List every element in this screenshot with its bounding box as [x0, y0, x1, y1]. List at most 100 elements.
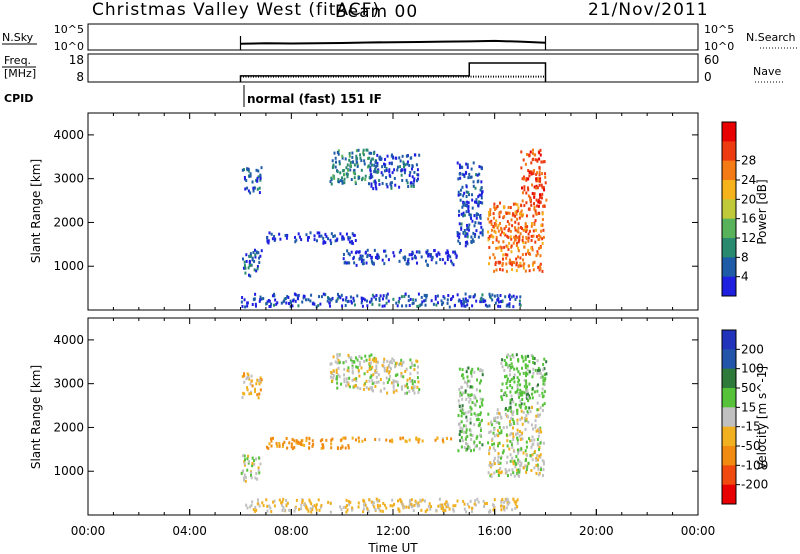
range-gate-cell	[543, 160, 546, 164]
range-gate-cell	[482, 300, 485, 304]
range-gate-cell	[532, 229, 535, 233]
range-gate-cell	[408, 438, 411, 442]
range-gate-cell	[512, 420, 515, 424]
range-gate-cell	[513, 373, 516, 377]
range-gate-cell	[504, 375, 507, 379]
time-tick-label: 00:00	[71, 524, 106, 538]
colorbar-tick-label: 4	[741, 270, 749, 284]
range-gate-cell	[366, 299, 369, 303]
range-gate-cell	[544, 175, 547, 179]
range-gate-cell	[334, 160, 337, 164]
range-gate-cell	[466, 200, 469, 204]
range-gate-cell	[383, 164, 386, 168]
range-gate-cell	[515, 257, 518, 261]
range-gate-cell	[521, 227, 524, 231]
colorbar-swatch	[722, 122, 736, 142]
range-gate-cell	[328, 301, 331, 305]
range-gate-cell	[361, 439, 364, 443]
range-gate-cell	[345, 296, 348, 300]
range-gate-cell	[529, 150, 532, 154]
range-gate-cell	[296, 294, 299, 298]
range-gate-cell	[253, 462, 256, 466]
colorbar-swatch	[722, 199, 736, 220]
range-gate-cell	[426, 508, 429, 512]
range-gate-cell	[501, 497, 504, 501]
range-gate-cell	[329, 375, 332, 379]
range-gate-cell	[276, 444, 279, 448]
range-gate-cell	[495, 268, 498, 272]
range-gate-cell	[497, 434, 500, 438]
scatter-region	[342, 436, 453, 444]
range-gate-cell	[516, 472, 519, 476]
range-gate-cell	[539, 148, 542, 152]
range-gate-cell	[480, 418, 483, 422]
range-gate-cell	[259, 462, 262, 466]
range-gate-cell	[390, 181, 393, 185]
range-gate-cell	[256, 187, 259, 191]
range-gate-cell	[408, 173, 411, 177]
range-gate-cell	[243, 478, 246, 482]
range-gate-cell	[467, 379, 470, 383]
range-gate-cell	[400, 371, 403, 375]
range-gate-cell	[253, 459, 256, 463]
range-gate-cell	[509, 408, 512, 412]
range-gate-cell	[522, 466, 525, 470]
range-gate-cell	[380, 171, 383, 175]
range-gate-cell	[379, 294, 382, 298]
range-gate-cell	[535, 186, 538, 190]
range-gate-cell	[270, 510, 273, 514]
range-gate-cell	[492, 446, 495, 450]
range-gate-cell	[524, 269, 527, 273]
range-gate-cell	[470, 235, 473, 239]
range-gate-cell	[337, 373, 340, 377]
range-gate-cell	[507, 409, 510, 413]
range-gate-cell	[490, 473, 493, 477]
range-gate-cell	[330, 438, 333, 442]
range-gate-cell	[463, 446, 466, 450]
range-gate-cell	[478, 441, 481, 445]
range-gate-cell	[266, 236, 269, 240]
range-gate-cell	[245, 503, 248, 507]
range-gate-cell	[396, 165, 399, 169]
range-gate-cell	[339, 446, 342, 450]
range-gate-cell	[488, 262, 491, 266]
scatter-region	[368, 357, 421, 395]
range-gate-cell	[344, 505, 347, 509]
range-gate-cell	[410, 361, 413, 365]
range-gate-cell	[445, 501, 448, 505]
range-gate-cell	[498, 212, 501, 216]
range-gate-cell	[527, 399, 530, 403]
range-gate-cell	[273, 292, 276, 296]
range-gate-cell	[402, 375, 405, 379]
range-gate-cell	[491, 240, 494, 244]
range-gate-cell	[256, 498, 259, 502]
range-gate-cell	[370, 172, 373, 176]
range-gate-cell	[512, 460, 515, 464]
range-gate-cell	[497, 246, 500, 250]
range-gate-cell	[517, 255, 520, 259]
range-gate-cell	[332, 234, 335, 238]
range-gate-cell	[390, 186, 393, 190]
range-gate-cell	[535, 228, 538, 232]
range-gate-cell	[505, 256, 508, 260]
range-gate-cell	[353, 303, 356, 307]
range-gate-cell	[514, 297, 517, 301]
range-gate-cell	[519, 418, 522, 422]
range-gate-cell	[391, 438, 394, 442]
range-gate-cell	[351, 160, 354, 164]
range-gate-cell	[512, 355, 515, 359]
range-gate-cell	[479, 200, 482, 204]
range-gate-cell	[324, 293, 327, 297]
nsky-label: N.Sky	[2, 31, 34, 44]
range-gate-cell	[295, 498, 298, 502]
range-gate-cell	[250, 263, 253, 267]
range-gate-cell	[541, 172, 544, 176]
range-gate-cell	[417, 173, 420, 177]
range-gate-cell	[416, 371, 419, 375]
range-gate-cell	[251, 464, 254, 468]
range-gate-cell	[541, 391, 544, 395]
range-gate-cell	[500, 361, 503, 365]
range-gate-cell	[365, 386, 368, 390]
range-gate-cell	[371, 302, 374, 306]
range-gate-cell	[255, 269, 258, 273]
